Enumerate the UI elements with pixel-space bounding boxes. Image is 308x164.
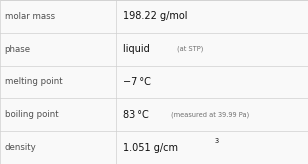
Text: molar mass: molar mass	[5, 12, 55, 21]
Text: phase: phase	[5, 45, 31, 54]
Text: 198.22 g/mol: 198.22 g/mol	[123, 11, 188, 21]
Text: −7 °C: −7 °C	[123, 77, 151, 87]
Text: melting point: melting point	[5, 78, 62, 86]
Text: boiling point: boiling point	[5, 110, 58, 119]
Text: (measured at 39.99 Pa): (measured at 39.99 Pa)	[171, 112, 249, 118]
Text: 1.051 g/cm: 1.051 g/cm	[123, 143, 178, 153]
Text: 3: 3	[214, 138, 218, 144]
Text: 83 °C: 83 °C	[123, 110, 155, 120]
Text: density: density	[5, 143, 36, 152]
Text: (at STP): (at STP)	[177, 46, 204, 52]
Text: liquid: liquid	[123, 44, 156, 54]
